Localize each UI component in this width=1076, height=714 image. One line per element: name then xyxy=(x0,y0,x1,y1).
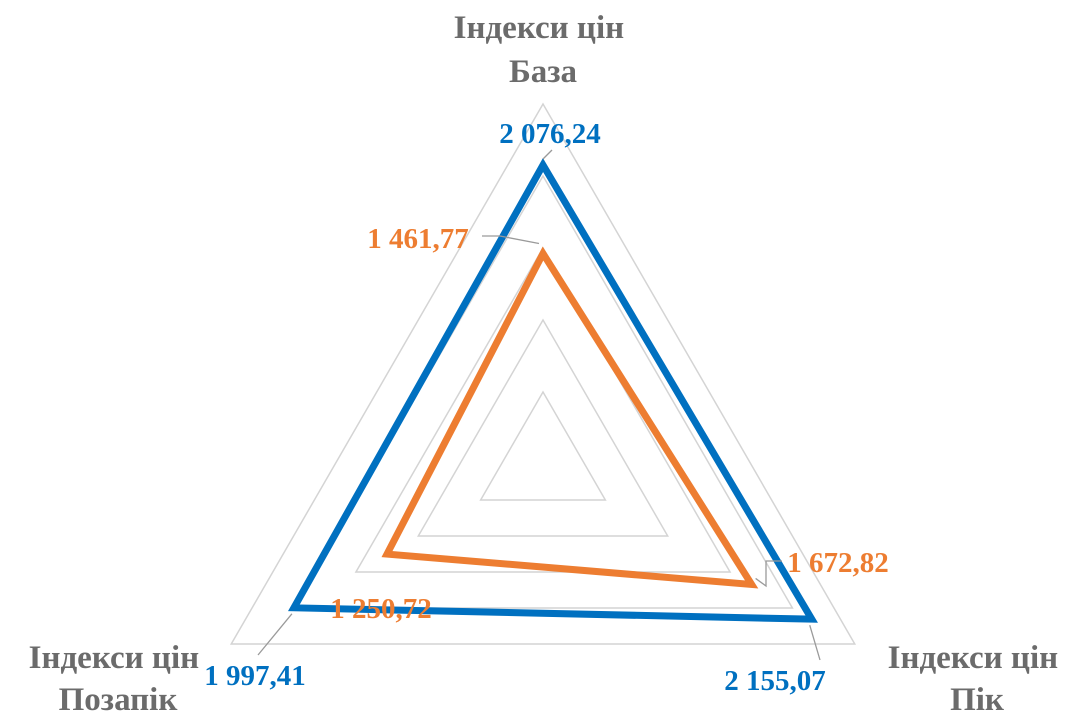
axis-label-peak: Індекси цін Пік xyxy=(888,640,1067,714)
series-layer xyxy=(287,158,818,623)
leader-blue-peak xyxy=(809,624,821,661)
series-1-line xyxy=(287,158,818,623)
gridline-3 xyxy=(354,246,732,573)
data-label-blue-offpeak: 1 997,41 xyxy=(204,660,306,692)
leader-layer xyxy=(257,149,821,661)
data-label-orange-peak: 1 672,82 xyxy=(787,547,889,579)
leader-orange-base xyxy=(482,235,540,245)
leader-blue-offpeak xyxy=(257,613,293,656)
axis-label-peak-line2: Пік xyxy=(950,682,1004,714)
leader-blue-base xyxy=(542,149,553,160)
axis-label-base-line1: Індекси цін xyxy=(454,10,625,46)
data-label-blue-base: 2 076,24 xyxy=(499,118,601,150)
axis-label-offpeak-line1: Індекси цін xyxy=(29,640,200,676)
leader-orange-peak xyxy=(755,560,782,588)
axis-label-peak-line1: Індекси цін xyxy=(888,640,1059,676)
gridline-2 xyxy=(416,318,670,537)
grid-layer xyxy=(229,102,857,645)
axis-label-base-line2: База xyxy=(509,54,577,90)
gridline-1 xyxy=(479,390,607,501)
series-2-line xyxy=(381,246,759,589)
axis-label-offpeak: Індекси цін Позапік xyxy=(29,640,208,714)
data-label-orange-offpeak: 1 250,72 xyxy=(330,593,432,625)
axis-label-base: Індекси цін База xyxy=(454,10,633,90)
axis-label-offpeak-line2: Позапік xyxy=(59,682,178,714)
data-label-orange-base: 1 461,77 xyxy=(367,223,469,255)
gridline-5 xyxy=(229,102,857,645)
data-label-blue-peak: 2 155,07 xyxy=(724,665,826,697)
